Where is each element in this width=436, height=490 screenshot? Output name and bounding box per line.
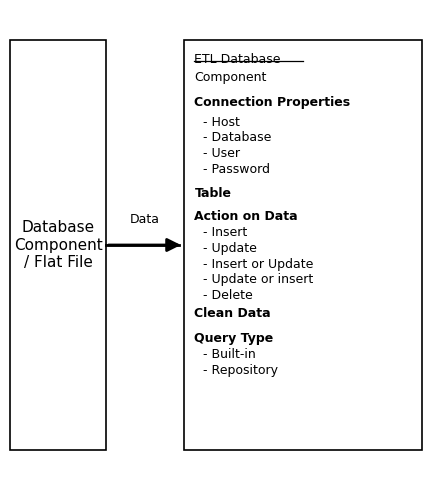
Text: Action on Data: Action on Data <box>194 210 298 223</box>
Text: - Built-in: - Built-in <box>203 348 256 361</box>
Text: - Update or insert: - Update or insert <box>203 273 313 286</box>
Text: Connection Properties: Connection Properties <box>194 97 351 109</box>
Text: - User: - User <box>203 147 240 160</box>
Text: - Update: - Update <box>203 242 257 255</box>
FancyBboxPatch shape <box>10 40 106 450</box>
Text: - Delete: - Delete <box>203 289 253 302</box>
Text: - Password: - Password <box>203 163 270 175</box>
Text: - Insert or Update: - Insert or Update <box>203 258 313 270</box>
Text: Data: Data <box>129 213 160 225</box>
Text: - Database: - Database <box>203 131 272 145</box>
Text: - Insert: - Insert <box>203 226 247 240</box>
Text: Database
Component
/ Flat File: Database Component / Flat File <box>14 220 102 270</box>
Text: ETL Database: ETL Database <box>194 52 281 66</box>
Text: Table: Table <box>194 187 232 199</box>
Text: Clean Data: Clean Data <box>194 307 271 320</box>
Text: Component: Component <box>194 71 267 84</box>
Text: - Repository: - Repository <box>203 364 278 377</box>
Text: - Host: - Host <box>203 116 240 129</box>
Text: Query Type: Query Type <box>194 332 274 345</box>
FancyBboxPatch shape <box>184 40 422 450</box>
